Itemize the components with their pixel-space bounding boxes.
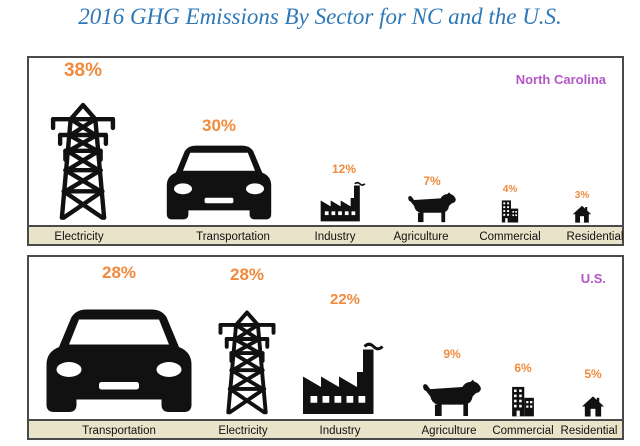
power-tower-icon [39, 81, 127, 223]
category-label: Commercial [479, 231, 541, 243]
category-label: Industry [314, 231, 356, 243]
category-label: Transportation [196, 231, 270, 243]
percent-label: 22% [329, 291, 361, 308]
category-label: Agriculture [421, 425, 477, 437]
percent-label: 38% [63, 60, 103, 81]
factory-icon [300, 329, 390, 417]
percent-label: 12% [331, 162, 357, 176]
category-band: Transportation Electricity Industry Agricul… [29, 419, 622, 438]
percent-label: 4% [502, 184, 518, 195]
category-label: Industry [319, 425, 361, 437]
us-panel: U.S. Transportation Electricity Industry Ag… [27, 255, 624, 440]
car-icon [44, 301, 194, 417]
category-label: Commercial [492, 425, 554, 437]
factory-icon [319, 181, 369, 223]
category-label: Residential [566, 231, 624, 243]
percent-label: 6% [514, 361, 532, 375]
percent-label: 3% [574, 190, 590, 201]
region-label: North Carolina [515, 72, 606, 87]
car-icon [165, 141, 273, 223]
cow-icon [406, 189, 458, 223]
percent-label: 28% [229, 265, 265, 284]
office-building-icon [500, 199, 520, 223]
category-label: Transportation [82, 425, 156, 437]
percent-label: 30% [201, 116, 237, 135]
percent-label: 5% [584, 367, 602, 381]
cow-icon [421, 375, 483, 417]
category-label: Electricity [218, 425, 268, 437]
power-tower-icon [208, 291, 286, 417]
percent-label: 28% [101, 263, 137, 282]
percent-label: 7% [423, 174, 441, 188]
house-icon [572, 205, 592, 223]
north-carolina-panel: North Carolina Electricity Transportation… [27, 56, 624, 246]
category-label: Residential [560, 425, 618, 437]
house-icon [581, 391, 605, 417]
chart-title: 2016 GHG Emissions By Sector for NC and … [78, 4, 562, 29]
category-band: Electricity Transportation Industry Agricul… [29, 225, 624, 244]
region-label: U.S. [580, 271, 606, 286]
percent-label: 9% [443, 347, 461, 361]
category-label: Electricity [54, 231, 104, 243]
category-label: Agriculture [393, 231, 449, 243]
office-building-icon [510, 385, 536, 417]
